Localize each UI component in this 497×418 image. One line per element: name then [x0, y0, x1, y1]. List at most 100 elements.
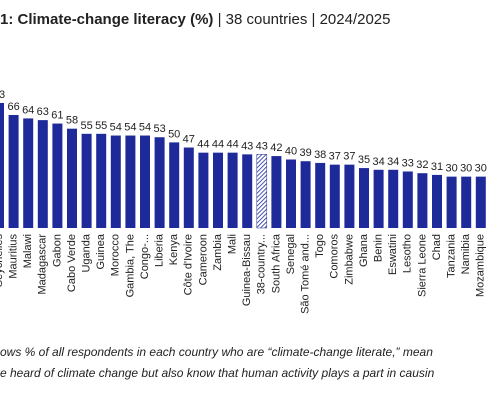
- bar: [0, 103, 4, 228]
- bar: [227, 152, 238, 228]
- x-tick-label: Kenya: [168, 233, 180, 265]
- value-label: 33: [402, 157, 414, 169]
- bar: [67, 128, 77, 228]
- x-tick-label: Morocco: [110, 234, 122, 276]
- x-tick-label: Malawi: [22, 234, 34, 268]
- x-tick-label: Tanzania: [446, 233, 458, 278]
- x-tick-label: Seychelles: [0, 234, 5, 288]
- value-label: 63: [37, 106, 49, 118]
- value-label: 53: [153, 123, 165, 135]
- value-label: 73: [0, 89, 5, 101]
- value-label: 39: [299, 147, 311, 159]
- note: ows % of all respondents in each country…: [0, 345, 433, 359]
- x-tick-label: Gabon: [51, 234, 63, 267]
- x-tick-label: Congo-...: [139, 234, 151, 279]
- bar: [359, 168, 369, 228]
- value-label: 44: [212, 139, 224, 151]
- x-tick-label: Eswatini: [387, 234, 399, 275]
- value-label: 43: [256, 140, 268, 152]
- x-tick-label: Guinea: [95, 233, 107, 269]
- bar: [417, 173, 428, 228]
- bar: [315, 162, 326, 228]
- bar: [402, 171, 413, 228]
- value-label: 43: [241, 140, 253, 152]
- x-tick-label: Liberia: [154, 233, 166, 267]
- value-label: 30: [445, 163, 457, 175]
- value-label: 34: [387, 156, 399, 168]
- x-tick-label: Sierra Leone: [416, 234, 428, 297]
- bar: [23, 118, 34, 228]
- x-tick-label: Zambia: [212, 233, 224, 271]
- value-label: 55: [80, 120, 92, 132]
- value-label: 44: [226, 139, 238, 151]
- value-label: 34: [372, 156, 384, 168]
- value-label: 37: [329, 151, 341, 163]
- value-label: 66: [7, 101, 19, 113]
- bar: [52, 123, 63, 228]
- bar: [183, 147, 194, 228]
- x-tick-label: Lesotho: [402, 234, 414, 273]
- value-label: 38: [314, 149, 326, 161]
- chart-title-line: 1: Climate-change literacy (%) | 38 coun…: [0, 11, 391, 28]
- x-tick-label: South Africa: [270, 233, 282, 293]
- value-label: 42: [270, 142, 282, 154]
- x-tick-label: Madagascar: [37, 234, 49, 295]
- bar: [169, 142, 180, 228]
- bar: [388, 169, 399, 228]
- x-tick-label: Ghana: [358, 233, 370, 267]
- x-tick-label: São Tomé and...: [300, 234, 312, 314]
- x-tick-label: Mozambique: [475, 234, 487, 297]
- bar: [154, 137, 165, 228]
- bar: [329, 164, 340, 228]
- value-label: 47: [183, 134, 195, 146]
- bar: [37, 120, 48, 228]
- x-tick-label: Côte d'Ivoire: [183, 234, 195, 295]
- bar: [271, 156, 282, 228]
- x-tick-label: Namibia: [460, 233, 472, 274]
- value-label: 35: [358, 154, 370, 166]
- x-tick-label: Zimbabwe: [343, 234, 355, 285]
- value-label: 58: [66, 115, 78, 127]
- x-tick-label: Mali: [227, 234, 239, 254]
- bar: [256, 154, 268, 229]
- bar: [344, 164, 355, 228]
- value-label: 32: [416, 159, 428, 171]
- value-label: 54: [124, 122, 136, 134]
- bar: [8, 114, 19, 228]
- bar: [475, 176, 486, 228]
- value-label: 61: [51, 110, 63, 122]
- x-tick-label: Mauritius: [8, 234, 20, 279]
- value-label: 37: [343, 151, 355, 163]
- note: e heard of climate change but also know …: [0, 366, 435, 380]
- x-tick-label: Togo: [314, 234, 326, 258]
- x-tick-label: Senegal: [285, 234, 297, 274]
- value-label: 31: [431, 161, 443, 173]
- value-label: 30: [460, 163, 472, 175]
- value-label: 64: [22, 104, 34, 116]
- x-tick-label: Cabo Verde: [66, 234, 78, 292]
- x-tick-label: Cameroon: [197, 234, 209, 285]
- bar: [286, 159, 296, 228]
- bar: [110, 135, 121, 228]
- bar: [213, 152, 223, 228]
- value-label: 54: [110, 122, 122, 134]
- value-label: 50: [168, 128, 180, 140]
- bar: [300, 161, 311, 228]
- chart-subtitle: | 38 countries | 2024/2025: [213, 11, 390, 28]
- x-tick-label: Comoros: [329, 234, 341, 279]
- bar: [461, 176, 472, 228]
- x-tick-label: Guinea-Bissau: [241, 234, 253, 306]
- chart-title: 1: Climate-change literacy (%): [0, 11, 213, 28]
- bar: [81, 133, 92, 228]
- bar: [96, 133, 107, 228]
- bar: [432, 174, 442, 228]
- bar: [242, 154, 253, 228]
- x-tick-label: Uganda: [81, 233, 93, 272]
- value-label: 54: [139, 122, 151, 134]
- x-tick-label: Benin: [373, 234, 385, 262]
- bar: [373, 169, 384, 228]
- value-label: 30: [475, 163, 487, 175]
- value-label: 44: [197, 139, 209, 151]
